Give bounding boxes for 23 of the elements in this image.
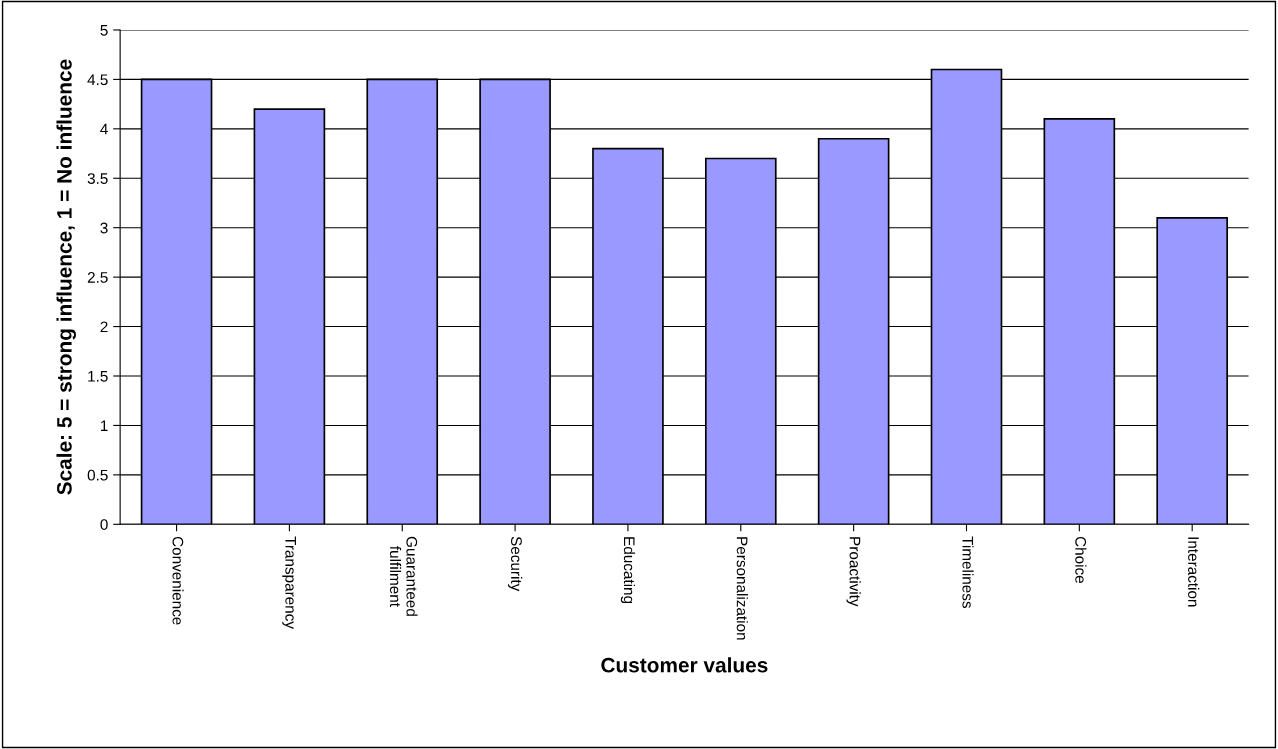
- y-tick-label: 1.5: [88, 371, 108, 382]
- y-axis-title: Scale: 5 = strong influence, 1 = No influence: [56, 59, 76, 495]
- x-tick-label: Personalization: [736, 537, 748, 640]
- y-tick-label: 4: [100, 123, 108, 135]
- x-tick-label: Security: [507, 536, 523, 592]
- y-tick-label: 4.5: [87, 74, 108, 86]
- y-tick-label: 3.5: [87, 173, 108, 184]
- y-tick-label: 2: [100, 321, 108, 333]
- x-tick-label: Guaranteed fulfilment: [389, 536, 418, 616]
- x-tick-label: Transparency: [282, 536, 296, 629]
- x-tick-label: Convenience: [172, 536, 184, 625]
- x-tick-label: Choice: [1075, 536, 1087, 583]
- y-tick-label: 0: [100, 519, 108, 530]
- x-tick-label: Educating: [620, 537, 636, 604]
- x-tick-label: Proactivity: [846, 537, 861, 607]
- y-tick-label: 0.5: [87, 469, 108, 481]
- y-tick-label: 5: [100, 24, 108, 36]
- x-axis-title: Customer values: [601, 657, 768, 673]
- x-tick-label: Interaction: [1188, 537, 1200, 607]
- y-tick-label: 3: [100, 222, 108, 234]
- x-tick-label: Timeliness: [962, 536, 974, 608]
- y-tick-label: 1: [101, 420, 108, 431]
- y-tick-label: 2.5: [87, 272, 108, 283]
